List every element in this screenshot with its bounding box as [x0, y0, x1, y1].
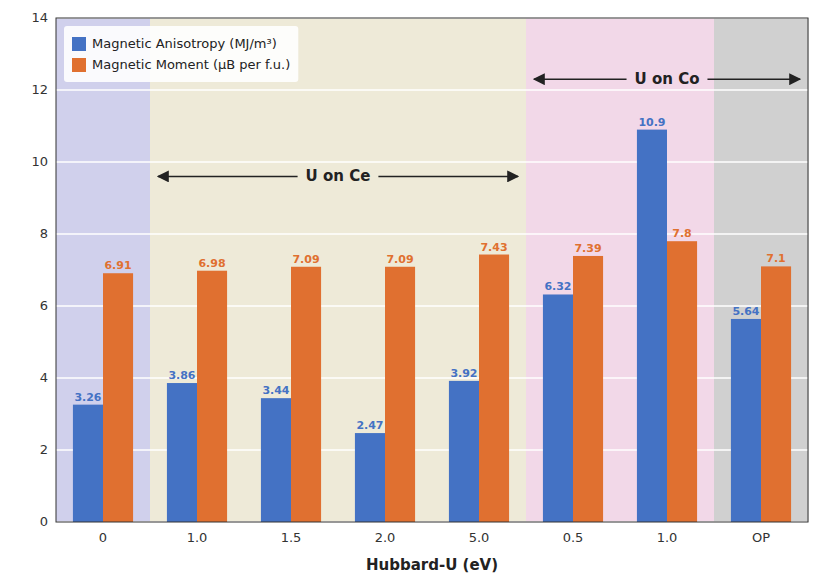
y-tick-label: 12 [31, 82, 48, 97]
annotation-text: U on Co [635, 70, 700, 88]
data-label: 7.39 [574, 242, 601, 255]
bar [261, 398, 291, 522]
data-label: 7.43 [480, 241, 507, 254]
band [150, 18, 245, 522]
y-tick-label: 2 [40, 442, 48, 457]
bar [637, 130, 667, 522]
band [432, 18, 527, 522]
data-label: 3.26 [74, 391, 101, 404]
data-label: 3.92 [450, 367, 477, 380]
data-label: 3.44 [262, 384, 289, 397]
grid-line [56, 233, 808, 235]
bar [449, 381, 479, 522]
bar [355, 433, 385, 522]
data-label: 7.09 [386, 253, 413, 266]
x-axis-label: Hubbard-U (eV) [366, 556, 498, 574]
band [714, 18, 809, 522]
data-label: 6.32 [544, 280, 571, 293]
legend-background [64, 26, 298, 82]
annotation-arrow [158, 176, 298, 178]
x-tick-label: 1.0 [657, 530, 678, 545]
y-tick-label: 8 [40, 226, 48, 241]
data-label: 7.8 [672, 227, 692, 240]
bar [385, 267, 415, 522]
bar [573, 256, 603, 522]
x-tick-label: 0.5 [563, 530, 584, 545]
grid [56, 18, 808, 522]
legend: Magnetic Anisotropy (MJ/m³) Magnetic Mome… [64, 26, 298, 82]
bar [761, 266, 791, 522]
annotation-text: U on Ce [306, 167, 371, 185]
data-label: 7.1 [766, 252, 786, 265]
y-tick-label: 14 [31, 10, 48, 25]
chart: 0 2 4 6 8 10 12 14 3.26 3.86 3.44 2.47 3.92 6.32 10.9 5… [0, 0, 826, 584]
annotation-arrow [378, 176, 518, 178]
x-tick-label: 1.5 [281, 530, 302, 545]
data-label: 2.47 [356, 419, 383, 432]
band [620, 18, 715, 522]
x-tick-label: 2.0 [375, 530, 396, 545]
x-tick-label: 1.0 [187, 530, 208, 545]
y-tick-label: 4 [40, 370, 48, 385]
legend-label: Magnetic Moment (μB per f.u.) [92, 57, 290, 72]
bar [731, 319, 761, 522]
x-tick-label: 0 [99, 530, 107, 545]
y-tick-label: 6 [40, 298, 48, 313]
bar [73, 405, 103, 522]
y-tick-label: 10 [31, 154, 48, 169]
annotation: U on Co [534, 70, 800, 88]
band [338, 18, 433, 522]
grid-line [56, 89, 808, 91]
x-tick-label: 5.0 [469, 530, 490, 545]
bands [56, 18, 809, 522]
y-tick-label: 0 [40, 514, 48, 529]
bars [73, 130, 791, 522]
bar [103, 273, 133, 522]
band [526, 18, 621, 522]
legend-swatch [72, 58, 86, 72]
bar [667, 241, 697, 522]
x-tick-label: OP [752, 530, 770, 545]
bar [167, 383, 197, 522]
legend-label: Magnetic Anisotropy (MJ/m³) [92, 36, 277, 51]
annotation-arrow [534, 78, 627, 80]
bar [197, 271, 227, 522]
data-labels: 3.26 3.86 3.44 2.47 3.92 6.32 10.9 5.64 6.91 6.98… [74, 116, 785, 432]
band [56, 18, 151, 522]
plot-frame [56, 18, 808, 522]
annotation-arrow [707, 78, 800, 80]
grid-line [56, 161, 808, 163]
data-label: 3.86 [168, 369, 195, 382]
legend-swatch [72, 37, 86, 51]
annotation: U on Ce [158, 167, 518, 185]
bar [543, 294, 573, 522]
data-label: 6.98 [198, 257, 225, 270]
band [244, 18, 339, 522]
data-label: 6.91 [104, 259, 131, 272]
data-label: 10.9 [638, 116, 665, 129]
bar [291, 267, 321, 522]
data-label: 7.09 [292, 253, 319, 266]
bar [479, 255, 509, 522]
data-label: 5.64 [732, 305, 759, 318]
